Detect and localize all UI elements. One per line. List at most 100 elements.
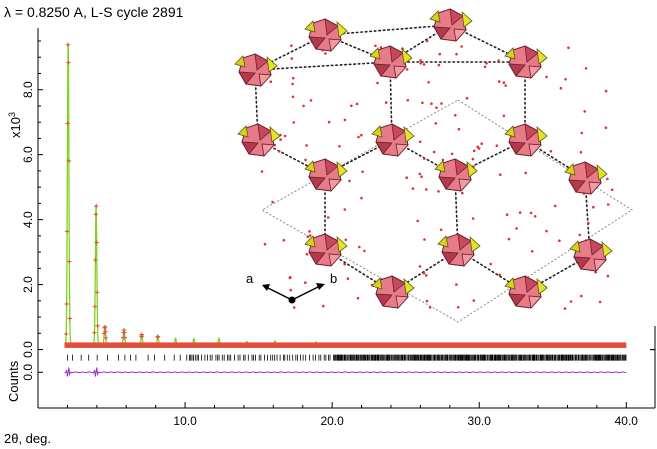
atom-dot: [283, 134, 287, 138]
atom-dot: [502, 114, 506, 118]
atom-dot: [422, 272, 426, 275]
atom-dot: [292, 76, 295, 80]
atom-dot: [437, 63, 441, 67]
observed-point: [65, 42, 71, 47]
axis-b-label: b: [330, 271, 337, 286]
polyhedron-face: [508, 141, 526, 155]
polyhedron-face: [241, 141, 259, 155]
observed-point: [94, 240, 99, 245]
atom-dot: [592, 205, 595, 209]
tetrahedron: [536, 125, 548, 143]
atom-dot: [485, 62, 488, 65]
atom-dot: [440, 102, 443, 105]
atom-dot: [430, 102, 433, 105]
atom-dot: [439, 228, 443, 232]
atom-dot: [502, 81, 506, 84]
atom-dot: [455, 52, 458, 56]
atom-dot: [418, 265, 422, 268]
tetrahedron: [371, 125, 383, 138]
observed-point: [64, 331, 69, 337]
atom-dot: [580, 294, 583, 298]
atom-dot: [604, 89, 608, 93]
atom-dot: [358, 245, 361, 249]
atom-dot: [324, 52, 327, 55]
atom-dot: [302, 104, 305, 108]
atom-dot: [437, 190, 440, 193]
reflection-ticks: [67, 354, 627, 361]
atom-dot: [606, 274, 610, 278]
atom-dot: [559, 86, 563, 90]
tetrahedron: [403, 277, 415, 295]
polyhedron-face: [454, 158, 469, 176]
polyhedron-face: [328, 38, 342, 52]
polyhedron-face: [395, 295, 409, 309]
tetrahedron: [304, 20, 316, 33]
axis-b-head: [316, 283, 325, 290]
atom-dot: [564, 78, 567, 81]
polyhedron-face: [261, 143, 275, 157]
atom-dot: [545, 75, 548, 79]
atom-dot: [472, 299, 476, 302]
atom-dot: [507, 237, 511, 241]
atom-dot: [558, 239, 561, 242]
atom-dot: [499, 173, 502, 176]
polyhedron-face: [391, 123, 406, 141]
tetrahedron: [336, 20, 348, 38]
framework-chain: [254, 61, 391, 71]
polyhedron-face: [308, 251, 326, 265]
polyhedron-face: [308, 36, 326, 50]
atom-dot: [379, 46, 383, 49]
tetrahedron: [469, 235, 481, 253]
atom-dot: [282, 238, 286, 242]
atom-dot: [483, 65, 487, 69]
atom-dot: [438, 52, 442, 56]
atom-dot: [327, 120, 331, 124]
atom-dot: [308, 234, 312, 237]
observed-band: [64, 342, 627, 348]
tetrahedron: [237, 125, 249, 138]
atom-dot: [498, 273, 502, 277]
x-tick-label: 10.0: [173, 414, 197, 428]
polyhedra-cluster: [304, 158, 348, 192]
atom-dot: [422, 63, 426, 66]
x-tick-group: 10.0 20.0 30.0 40.0: [66, 402, 638, 428]
atom-dot: [419, 59, 422, 62]
polyhedron-face: [461, 253, 475, 267]
polyhedron-face: [324, 233, 339, 251]
atom-dot: [497, 59, 501, 62]
atom-dot: [529, 211, 533, 215]
atom-dot: [533, 215, 537, 218]
polyhedra-cluster: [504, 45, 548, 79]
atom-dot: [604, 126, 608, 129]
tetrahedron: [371, 277, 383, 290]
polyhedra-cluster: [504, 123, 548, 157]
polyhedron-face: [524, 45, 539, 63]
polyhedron-face: [528, 143, 542, 157]
atom-dot: [460, 45, 463, 48]
atom-dot: [518, 211, 522, 214]
observed-point: [103, 329, 108, 334]
atom-dot: [472, 149, 476, 153]
atom-dot: [308, 230, 311, 233]
tetrahedron: [504, 125, 516, 138]
atom-dot: [350, 104, 353, 108]
polyhedron-face: [373, 63, 391, 77]
chart-title: λ = 0.8250 A, L-S cycle 2891: [4, 4, 184, 20]
tetrahedron: [437, 235, 449, 248]
observed-point: [66, 60, 71, 65]
atom-dot: [277, 150, 281, 153]
observed-point: [103, 335, 109, 341]
atom-dot: [290, 44, 293, 47]
atom-dot: [583, 110, 586, 113]
atom-dot: [587, 221, 590, 225]
observed-point: [95, 323, 100, 329]
atom-dot: [549, 150, 553, 153]
polyhedron-face: [573, 256, 591, 270]
polyhedra-cluster: [369, 45, 413, 79]
polyhedron-face: [524, 123, 539, 141]
tetrahedron: [304, 235, 316, 248]
y-multiplier-label: x103: [7, 112, 23, 138]
atom-dot: [606, 203, 610, 206]
atom-dot: [524, 171, 527, 175]
atom-dot: [263, 242, 267, 246]
